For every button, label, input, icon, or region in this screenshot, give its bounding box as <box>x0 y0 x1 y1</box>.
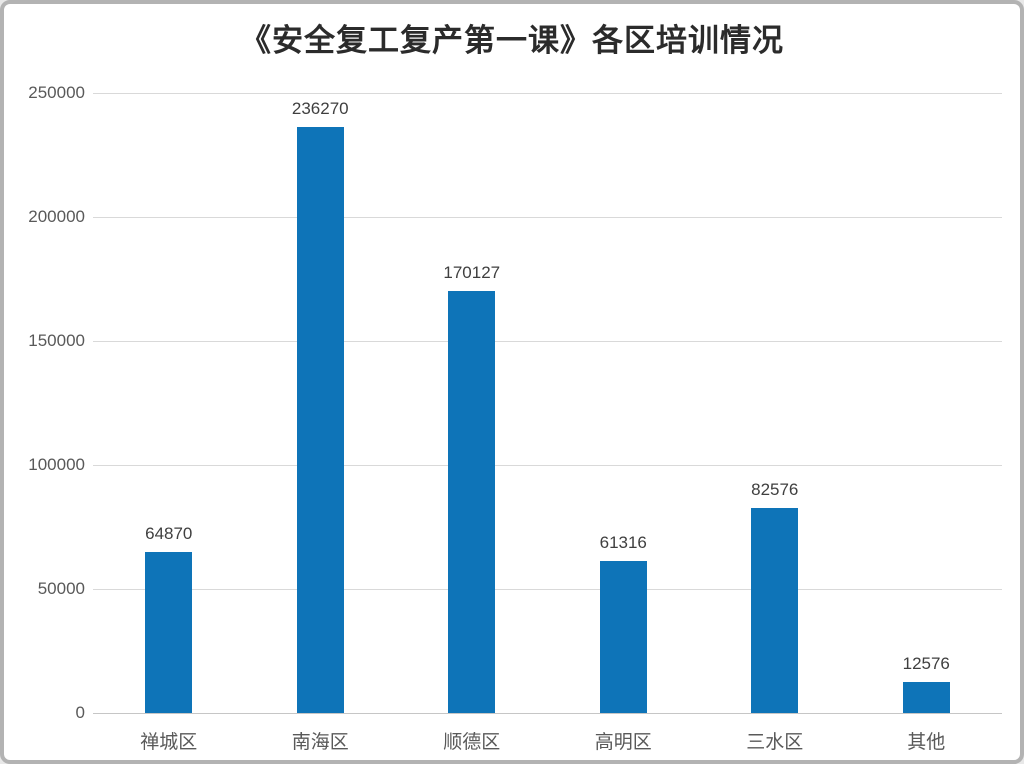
y-tick-label: 50000 <box>37 579 85 598</box>
bar-chart-plot-area: 0 50000 100000 150000 200000 250000 64870 禅城区 23… <box>4 4 1020 760</box>
x-tick-label: 其他 <box>907 732 946 753</box>
y-tick-label: 100000 <box>28 455 85 474</box>
chart-title: 《安全复工复产第一课》各区培训情况 <box>240 23 784 58</box>
bar-南海区 <box>296 127 344 713</box>
x-tick-label: 三水区 <box>746 732 804 753</box>
bar-禅城区 <box>145 552 193 713</box>
bar-value-label: 82576 <box>751 480 799 500</box>
bar-value-label: 170127 <box>443 263 501 283</box>
bar-顺德区 <box>448 291 496 713</box>
y-tick-label: 0 <box>75 703 85 722</box>
bar-value-label: 61316 <box>599 532 647 552</box>
bar-value-label: 12576 <box>902 653 950 673</box>
gridline <box>93 93 1002 94</box>
y-tick-label: 150000 <box>28 331 85 350</box>
gridline <box>93 341 1002 342</box>
y-tick-label: 250000 <box>28 83 85 102</box>
bar-value-label: 64870 <box>145 524 193 544</box>
y-tick-label: 200000 <box>28 207 85 226</box>
bar-三水区 <box>751 508 799 713</box>
bar-其他 <box>902 681 950 713</box>
gridline <box>93 589 1002 590</box>
x-tick-label: 南海区 <box>291 732 349 753</box>
x-axis-line <box>93 713 1002 714</box>
bar-value-label: 236270 <box>291 99 349 119</box>
x-tick-label: 顺德区 <box>443 732 501 753</box>
x-tick-label: 高明区 <box>594 732 652 753</box>
gridline <box>93 217 1002 218</box>
gridline <box>93 465 1002 466</box>
bar-高明区 <box>599 560 647 713</box>
x-tick-label: 禅城区 <box>140 732 198 753</box>
